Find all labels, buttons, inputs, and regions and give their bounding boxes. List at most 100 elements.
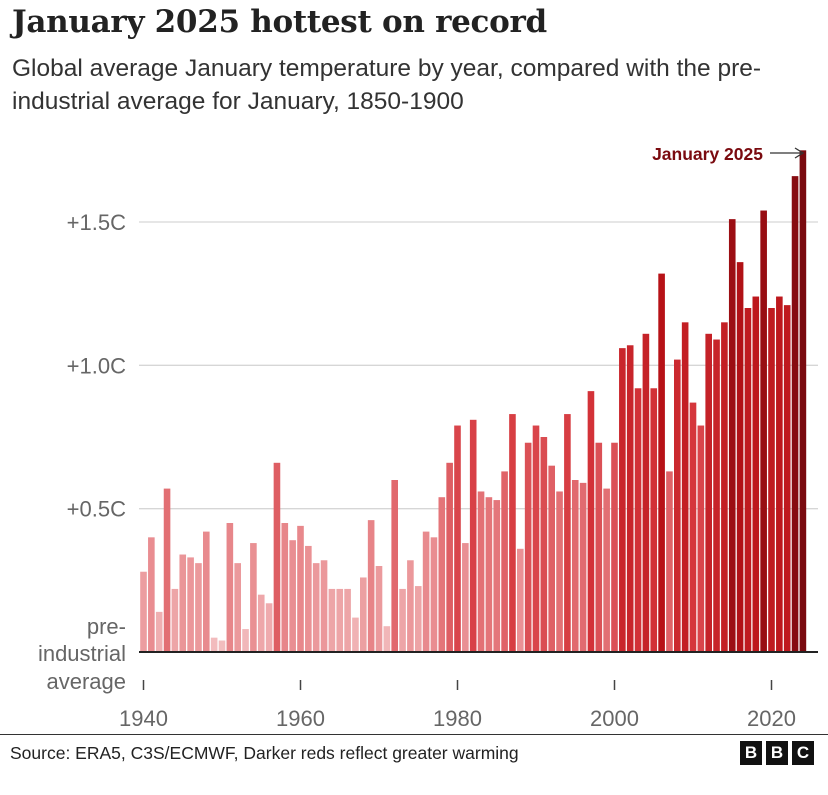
- bar-chart: +0.5C +1.0C +1.5C pre-industrial average 1940…: [38, 144, 818, 731]
- bar: [320, 560, 328, 652]
- bar: [799, 150, 807, 652]
- bar: [721, 322, 728, 652]
- bar: [595, 442, 603, 652]
- bar: [328, 588, 336, 652]
- bar: [485, 497, 493, 652]
- bar: [391, 480, 398, 652]
- bar: [430, 537, 438, 652]
- bar: [383, 626, 391, 652]
- bar: [744, 308, 752, 652]
- chart-title: January 2025 hottest on record: [12, 4, 547, 40]
- bar: [548, 465, 555, 652]
- bar: [187, 557, 194, 652]
- bar: [367, 520, 375, 652]
- bar: [148, 537, 155, 652]
- bar: [352, 617, 359, 652]
- bar: [681, 322, 689, 652]
- bar: [564, 414, 571, 652]
- bar: [736, 262, 744, 652]
- bar: [414, 586, 422, 652]
- bar: [163, 488, 171, 652]
- baseline-label: industrial: [38, 641, 126, 666]
- bar: [768, 308, 775, 652]
- bar: [273, 462, 281, 652]
- bar: [375, 566, 383, 652]
- bar: [658, 273, 665, 652]
- bar: [783, 305, 791, 652]
- y-tick-label: +0.5C: [67, 497, 126, 522]
- bar: [540, 437, 548, 652]
- bar: [250, 543, 257, 652]
- bar: [179, 554, 187, 652]
- annotation-arrowhead: [794, 147, 805, 159]
- y-tick-label: +1.5C: [67, 210, 126, 235]
- x-tick-label: 1960: [276, 706, 325, 731]
- bar: [501, 471, 508, 652]
- bar: [493, 500, 501, 652]
- bar: [438, 497, 446, 652]
- bar: [462, 543, 469, 652]
- bar: [611, 442, 618, 652]
- bar: [297, 525, 304, 652]
- chart-subtitle: Global average January temperature by ye…: [12, 55, 762, 115]
- bar: [697, 425, 705, 652]
- bar: [689, 402, 697, 652]
- bar: [728, 219, 736, 652]
- bar: [407, 560, 414, 652]
- bar: [587, 391, 595, 652]
- bar: [713, 339, 720, 652]
- bar: [524, 442, 532, 652]
- baseline-label: pre-: [87, 614, 126, 639]
- bar: [446, 462, 453, 652]
- bar: [666, 471, 673, 652]
- bar: [312, 563, 320, 652]
- bar: [650, 388, 658, 652]
- bar: [399, 588, 406, 652]
- bbc-logo-letter: B: [740, 741, 762, 765]
- bar: [579, 482, 587, 652]
- bar: [195, 563, 202, 652]
- bbc-logo-letter: B: [766, 741, 788, 765]
- bar: [469, 419, 477, 652]
- bar: [752, 296, 760, 652]
- bar: [626, 345, 634, 652]
- bar: [305, 545, 312, 652]
- bbc-logo: B B C: [740, 741, 814, 765]
- bar: [776, 296, 783, 652]
- bar: [203, 531, 210, 652]
- bar: [517, 548, 524, 652]
- bar: [344, 588, 351, 652]
- bar: [218, 640, 226, 652]
- x-tick-label: 2000: [590, 706, 639, 731]
- bar: [603, 488, 610, 652]
- bar: [760, 210, 767, 652]
- bar: [242, 629, 249, 652]
- bar: [705, 333, 712, 652]
- bar: [556, 491, 563, 652]
- bar: [532, 425, 540, 652]
- bar: [674, 359, 681, 652]
- baseline-label: average: [46, 669, 126, 694]
- bar: [265, 603, 273, 652]
- bar: [477, 491, 485, 652]
- bar: [509, 414, 516, 652]
- bar: [226, 523, 234, 652]
- bar: [422, 531, 430, 652]
- x-tick-label: 2020: [747, 706, 796, 731]
- bar: [634, 388, 642, 652]
- y-tick-label: +1.0C: [67, 353, 126, 378]
- x-tick-label: 1980: [433, 706, 482, 731]
- bar: [336, 588, 344, 652]
- bar: [360, 577, 367, 652]
- bbc-logo-letter: C: [792, 741, 814, 765]
- bar: [171, 588, 179, 652]
- source-note: Source: ERA5, C3S/ECMWF, Darker reds ref…: [10, 743, 519, 763]
- bar: [140, 571, 147, 652]
- bar: [155, 611, 163, 652]
- bar: [210, 637, 218, 652]
- footer: Source: ERA5, C3S/ECMWF, Darker reds ref…: [0, 734, 828, 795]
- bar: [234, 563, 241, 652]
- bar: [642, 333, 650, 652]
- bar: [571, 480, 579, 652]
- bar: [454, 425, 461, 652]
